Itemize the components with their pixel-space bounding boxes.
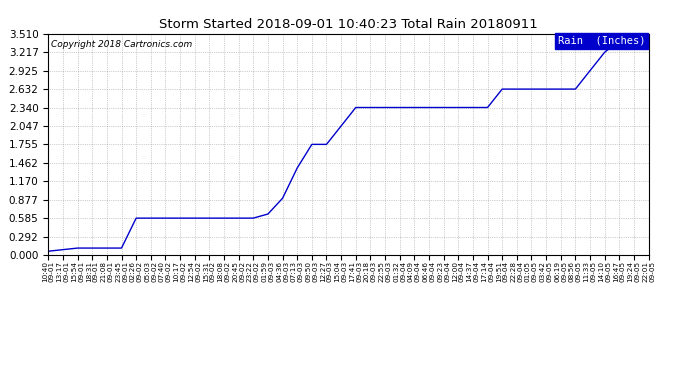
Title: Storm Started 2018-09-01 10:40:23 Total Rain 20180911: Storm Started 2018-09-01 10:40:23 Total … — [159, 18, 538, 31]
Text: Rain  (Inches): Rain (Inches) — [558, 36, 646, 46]
Text: Copyright 2018 Cartronics.com: Copyright 2018 Cartronics.com — [51, 40, 193, 50]
